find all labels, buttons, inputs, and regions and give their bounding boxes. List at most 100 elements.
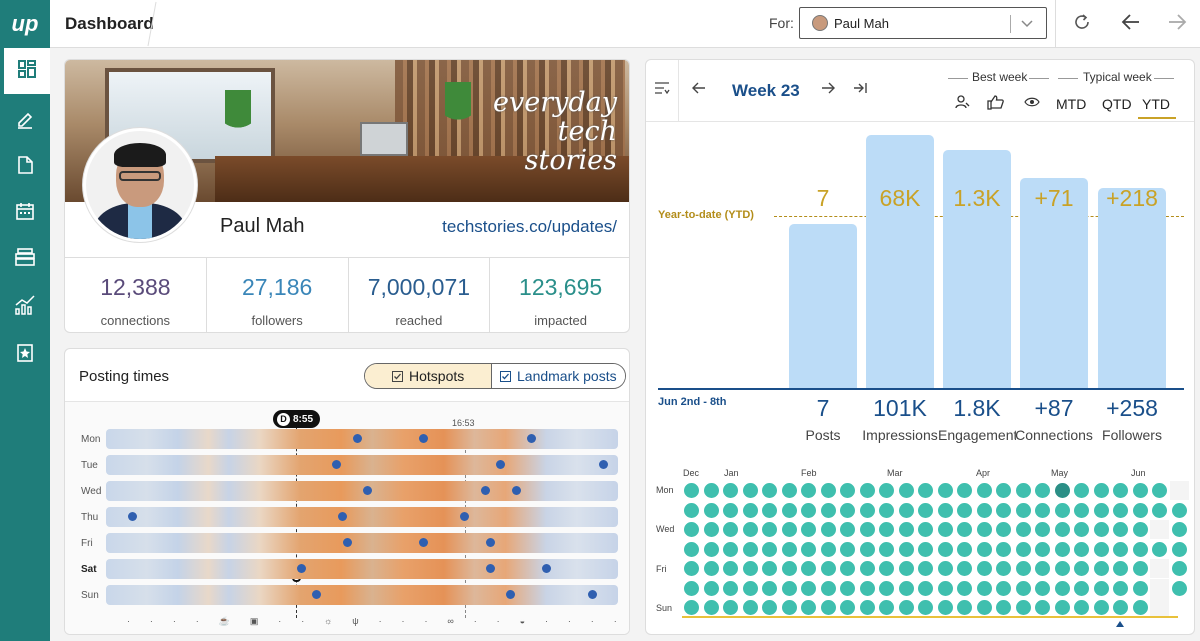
sidebar-item-archive[interactable] <box>0 236 50 282</box>
calendar-day-dot[interactable] <box>1054 600 1070 615</box>
filter-list-button[interactable] <box>652 80 672 100</box>
calendar-day-dot[interactable] <box>918 561 933 576</box>
calendar-day-dot[interactable] <box>820 502 836 518</box>
landmark-post-dot[interactable] <box>296 564 306 573</box>
landmark-post-dot[interactable] <box>337 512 347 521</box>
calendar-day-dot[interactable] <box>957 561 972 576</box>
landmark-post-dot[interactable] <box>511 486 521 495</box>
calendar-day-dot[interactable] <box>801 580 816 596</box>
landmark-post-dot[interactable] <box>352 434 362 443</box>
calendar-day-dot[interactable] <box>1074 541 1089 557</box>
calendar-day-dot[interactable] <box>976 580 992 596</box>
heatmap-row[interactable] <box>106 559 618 579</box>
calendar-day-dot[interactable] <box>937 522 953 537</box>
calendar-day-dot[interactable] <box>1054 483 1070 498</box>
heatmap-row[interactable] <box>106 481 618 501</box>
calendar-day-dot[interactable] <box>723 502 738 518</box>
calendar-day-dot[interactable] <box>1132 522 1148 537</box>
calendar-day-dot[interactable] <box>723 600 738 615</box>
calendar-day-dot[interactable] <box>742 541 758 557</box>
calendar-day-dot[interactable] <box>1093 580 1109 596</box>
calendar-day-dot[interactable] <box>684 522 699 537</box>
calendar-day-dot[interactable] <box>1035 561 1050 576</box>
calendar-day-dot[interactable] <box>820 600 836 615</box>
heatmap-row[interactable] <box>106 585 618 605</box>
calendar-day-dot[interactable] <box>996 502 1011 518</box>
calendar-day-dot[interactable] <box>781 580 797 596</box>
calendar-day-dot[interactable] <box>937 541 953 557</box>
calendar-day-dot[interactable] <box>801 483 816 498</box>
calendar-day-dot[interactable] <box>684 483 699 498</box>
calendar-day-dot[interactable] <box>1113 541 1128 557</box>
landmark-post-dot[interactable] <box>598 460 608 469</box>
calendar-day-dot[interactable] <box>898 541 914 557</box>
sidebar-item-compose[interactable] <box>0 98 50 144</box>
calendar-day-dot[interactable] <box>723 483 738 498</box>
calendar-day-dot[interactable] <box>684 561 699 576</box>
landmark-post-dot[interactable] <box>542 564 552 573</box>
calendar-day-dot[interactable] <box>1171 541 1187 557</box>
heatmap-row[interactable] <box>106 429 618 449</box>
landmark-post-dot[interactable] <box>496 460 506 469</box>
calendar-day-dot[interactable] <box>820 541 836 557</box>
calendar-day-dot[interactable] <box>898 502 914 518</box>
calendar-day-dot[interactable] <box>996 580 1011 596</box>
app-logo[interactable]: up <box>0 0 50 48</box>
calendar-day-dot[interactable] <box>1132 561 1148 576</box>
calendar-day-dot[interactable] <box>762 522 777 537</box>
calendar-day-dot[interactable] <box>1054 541 1070 557</box>
calendar-day-dot[interactable] <box>976 483 992 498</box>
sidebar-item-posts[interactable] <box>0 144 50 190</box>
sidebar-item-dashboard[interactable] <box>0 48 50 94</box>
profile-url-link[interactable]: techstories.co/updates/ <box>442 217 617 236</box>
calendar-day-dot[interactable] <box>859 600 875 615</box>
calendar-day-dot[interactable] <box>918 522 933 537</box>
calendar-day-dot[interactable] <box>1015 483 1031 498</box>
calendar-day-dot[interactable] <box>879 600 894 615</box>
chevron-down-icon[interactable] <box>1020 16 1034 35</box>
calendar-day-dot[interactable] <box>1132 580 1148 596</box>
calendar-day-dot[interactable] <box>1035 580 1050 596</box>
calendar-day-dot[interactable] <box>762 561 777 576</box>
calendar-day-dot[interactable] <box>1015 522 1031 537</box>
sidebar-item-landmarks[interactable] <box>0 332 50 378</box>
calendar-day-dot[interactable] <box>801 561 816 576</box>
calendar-day-dot[interactable] <box>703 580 719 596</box>
user-select[interactable]: Paul Mah <box>799 7 1047 39</box>
calendar-day-dot[interactable] <box>820 561 836 576</box>
calendar-day-dot[interactable] <box>703 483 719 498</box>
calendar-day-dot[interactable] <box>840 483 855 498</box>
calendar-day-dot[interactable] <box>879 541 894 557</box>
calendar-day-dot[interactable] <box>898 580 914 596</box>
calendar-day-dot[interactable] <box>879 561 894 576</box>
period-tab-ytd[interactable]: YTD <box>1138 96 1176 119</box>
calendar-day-dot[interactable] <box>1152 502 1167 518</box>
calendar-day-dot[interactable] <box>1035 483 1050 498</box>
calendar-day-dot[interactable] <box>1152 541 1167 557</box>
calendar-day-dot[interactable] <box>840 580 855 596</box>
calendar-day-dot[interactable] <box>742 502 758 518</box>
calendar-day-dot[interactable] <box>801 541 816 557</box>
heatmap-row[interactable] <box>106 507 618 527</box>
landmark-post-dot[interactable] <box>311 590 321 599</box>
calendar-day-dot[interactable] <box>1113 600 1128 615</box>
calendar-day-dot[interactable] <box>801 522 816 537</box>
calendar-day-dot[interactable] <box>937 483 953 498</box>
calendar-day-dot[interactable] <box>742 483 758 498</box>
calendar-day-dot[interactable] <box>1093 600 1109 615</box>
calendar-day-dot[interactable] <box>820 580 836 596</box>
calendar-day-dot[interactable] <box>742 580 758 596</box>
calendar-day-dot[interactable] <box>976 502 992 518</box>
calendar-day-dot[interactable] <box>840 541 855 557</box>
calendar-day-dot[interactable] <box>957 541 972 557</box>
metric-bar[interactable] <box>866 135 934 388</box>
hotspots-toggle[interactable]: Hotspots <box>365 364 492 388</box>
calendar-day-dot[interactable] <box>976 600 992 615</box>
landmark-post-dot[interactable] <box>526 434 536 443</box>
landmark-post-dot[interactable] <box>480 486 490 495</box>
landmark-post-dot[interactable] <box>588 590 598 599</box>
calendar-day-dot[interactable] <box>742 600 758 615</box>
landmark-post-dot[interactable] <box>506 590 516 599</box>
calendar-day-dot[interactable] <box>781 541 797 557</box>
calendar-day-dot[interactable] <box>918 600 933 615</box>
